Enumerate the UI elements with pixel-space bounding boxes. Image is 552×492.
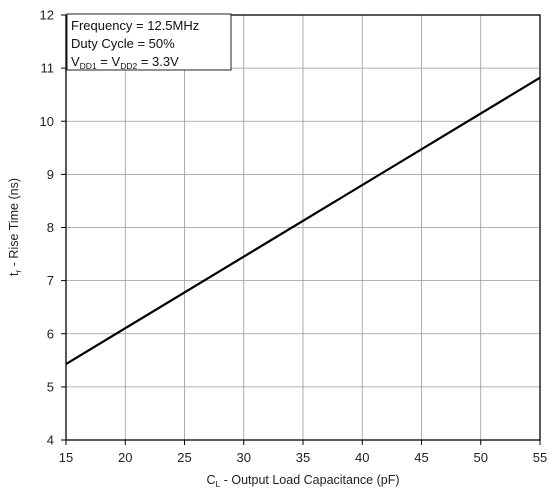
y-tick-label: 4 <box>47 433 54 448</box>
y-tick-label: 5 <box>47 379 54 394</box>
y-tick-label: 7 <box>47 273 54 288</box>
plot-frame <box>65 14 541 441</box>
y-tick-label: 10 <box>40 114 54 129</box>
y-tick-label: 6 <box>47 326 54 341</box>
y-tick-label: 11 <box>41 61 55 76</box>
x-axis-ticks: 15 20 25 30 35 40 45 50 55 <box>59 440 547 465</box>
legend-duty-cycle: Duty Cycle = 50% <box>71 36 175 51</box>
y-tick-label: 12 <box>40 8 54 23</box>
y-axis-label: tr - Rise Time (ns) <box>7 178 23 276</box>
x-tick-label: 45 <box>414 450 428 465</box>
x-tick-label: 55 <box>533 450 547 465</box>
x-tick-label: 35 <box>296 450 310 465</box>
x-axis-label: CL - Output Load Capacitance (pF) <box>206 473 399 489</box>
rise-time-line <box>65 76 541 365</box>
y-tick-label: 9 <box>47 167 54 182</box>
y-tick-label: 8 <box>47 220 54 235</box>
x-tick-label: 40 <box>355 450 369 465</box>
x-tick-label: 50 <box>474 450 488 465</box>
legend-frequency: Frequency = 12.5MHz <box>71 18 199 33</box>
x-tick-label: 20 <box>118 450 132 465</box>
grid-lines <box>66 15 540 440</box>
x-tick-label: 25 <box>177 450 191 465</box>
legend-box: Frequency = 12.5MHz Duty Cycle = 50% VDD… <box>66 13 232 71</box>
x-tick-label: 30 <box>237 450 251 465</box>
series-lines <box>65 76 541 365</box>
y-axis-ticks: 4 5 6 7 8 9 10 11 12 <box>40 8 66 448</box>
x-tick-label: 15 <box>59 450 73 465</box>
legend-supply-voltage: VDD1 = VDD2 = 3.3V <box>71 54 179 71</box>
